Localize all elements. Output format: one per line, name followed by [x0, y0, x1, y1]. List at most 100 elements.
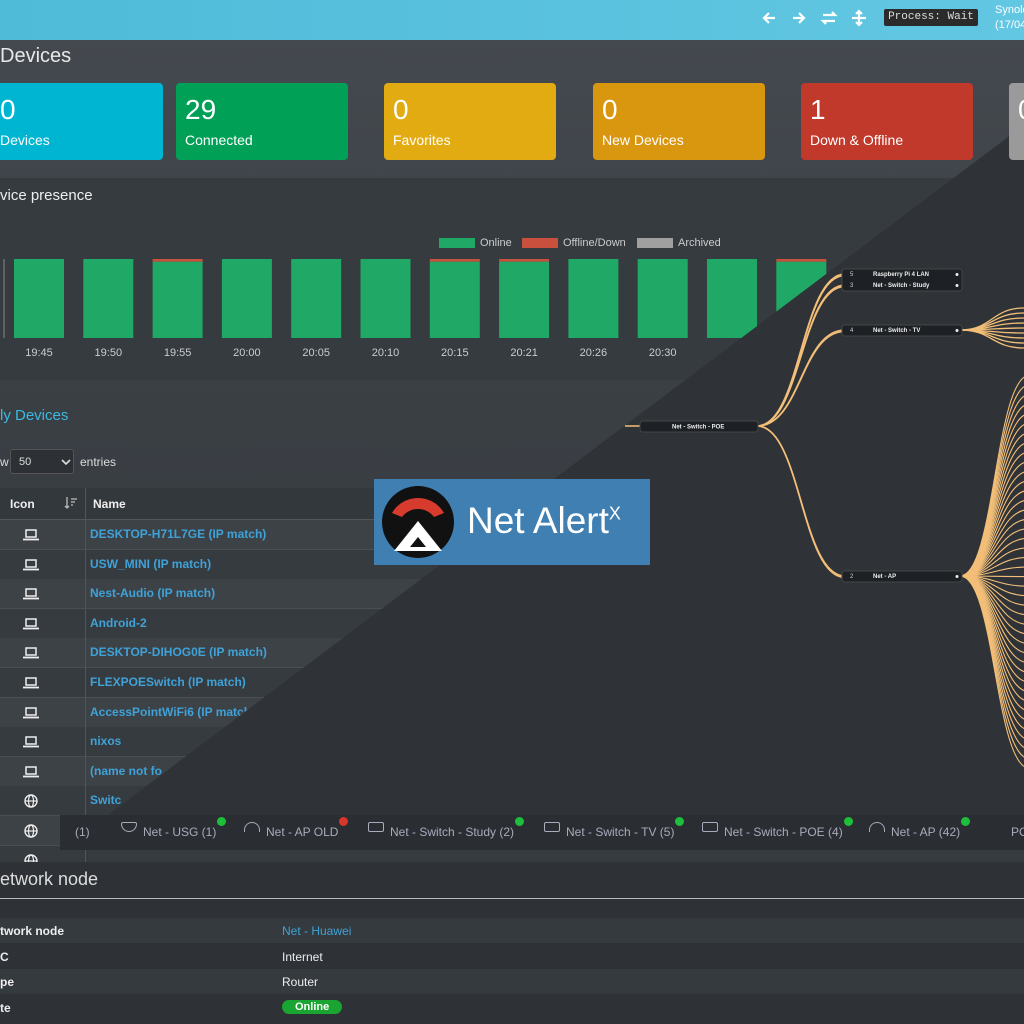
status-dot [515, 817, 524, 826]
tree-link [959, 481, 1024, 577]
col-sep [85, 638, 86, 668]
bar-segment [291, 259, 342, 338]
x-tick-label: 20:21 [510, 347, 538, 359]
card-label: Favorites [393, 132, 451, 148]
device-name[interactable]: AccessPointWiFi6 (IP match [90, 704, 252, 719]
sort-icon[interactable] [64, 496, 78, 510]
bar-segment [429, 259, 480, 262]
top-bar [0, 0, 1024, 40]
bar-segment [221, 259, 272, 338]
col-sep [85, 549, 86, 579]
tab-label[interactable]: Net - USG (1) [143, 825, 217, 839]
legend-swatch [637, 238, 673, 248]
device-name[interactable]: DESKTOP-DIHOG0E (IP match) [90, 645, 267, 660]
card-label: Connected [185, 132, 253, 148]
node-row-value[interactable]: Net - Huawei [282, 924, 352, 938]
laptop-screen [25, 558, 37, 568]
device-name[interactable]: DESKTOP-H71L7GE (IP match) [90, 527, 267, 541]
device-name[interactable]: Android-2 [90, 615, 147, 630]
page-title: Devices [0, 45, 72, 67]
refresh-icon[interactable] [820, 11, 838, 25]
tree-node-badge: 5 [850, 272, 854, 278]
tab-label[interactable]: (1) [75, 825, 90, 839]
bar-segment [637, 259, 688, 338]
node-title: etwork node [0, 869, 99, 889]
nav-icons [762, 9, 866, 27]
tab-label[interactable]: Net - AP OLD [266, 825, 339, 839]
legend-label: Offline/Down [563, 237, 626, 249]
node-row-value: Router [282, 975, 319, 989]
col-sep [85, 756, 86, 786]
tree-link [756, 330, 846, 427]
status-dot [339, 817, 348, 826]
legend-label: Archived [678, 237, 721, 249]
tree-node-port [955, 329, 959, 332]
tab-icon [544, 822, 560, 832]
legend-label: Online [480, 237, 512, 249]
tree-node-label: Net - AP [873, 574, 896, 580]
tab-label[interactable]: Net - Switch - POE (4) [724, 825, 843, 839]
back-icon[interactable] [762, 12, 775, 24]
forward-icon[interactable] [793, 12, 806, 24]
stat-card[interactable]: 0 Favorites [384, 83, 556, 160]
bar-segment [499, 259, 550, 262]
col-sep [85, 697, 86, 727]
stat-card[interactable]: 1 Down & Offline [801, 83, 973, 160]
col-icon[interactable]: Icon [10, 497, 35, 511]
x-tick-label: 20:00 [233, 347, 261, 359]
bar-segment [429, 261, 480, 338]
tree-node-label: Raspberry Pi 4 LAN [873, 272, 929, 278]
device-name[interactable]: Nest-Audio (IP match) [90, 586, 216, 601]
status-dot [217, 817, 226, 826]
tree-node-badge: 2 [850, 574, 854, 580]
tree-node-label: Net - Switch - POE [672, 425, 724, 431]
presence-title: vice presence [0, 187, 93, 204]
card-value: 0 [393, 94, 409, 125]
stat-card[interactable]: 0 [1009, 83, 1024, 160]
stat-card[interactable]: 29 Connected [176, 83, 348, 160]
tree-node-badge: 3 [850, 283, 854, 289]
node-row [0, 994, 1024, 1020]
logo-mark [382, 486, 454, 558]
tab-label[interactable]: Net - Switch - TV (5) [566, 825, 675, 839]
x-tick-label: 19:45 [25, 347, 53, 359]
stat-card[interactable]: 0 Devices [0, 83, 163, 160]
device-name[interactable]: FLEXPOESwitch (IP match) [90, 675, 246, 689]
stat-card[interactable]: 0 New Devices [593, 83, 765, 160]
tree-node-port [955, 273, 959, 276]
bar-segment [707, 259, 757, 338]
bar-segment [568, 259, 619, 338]
x-tick-label: 19:50 [95, 347, 123, 359]
col-name[interactable]: Name [93, 497, 126, 511]
logo-word: Net Alert [467, 500, 609, 541]
laptop-screen [25, 736, 37, 745]
bar-segment [152, 261, 203, 338]
card-value: 29 [185, 94, 217, 125]
logo-sup: X [608, 503, 621, 524]
node-row-label: twork node [0, 924, 65, 938]
logo-text: Net AlertX [467, 500, 621, 542]
tree-link [756, 425, 846, 579]
device-icon [23, 706, 39, 718]
move-icon[interactable] [852, 9, 866, 27]
tab-label[interactable]: Net - Switch - Study (2) [390, 825, 515, 839]
col-sep [85, 727, 86, 757]
tab-label[interactable]: Net - AP (42) [891, 825, 961, 839]
tab-label[interactable]: PC [1011, 825, 1024, 839]
device-icon [23, 677, 39, 689]
device-name[interactable]: (name not fo [90, 763, 162, 778]
tree-link [959, 500, 1024, 577]
card-value: 0 [1018, 94, 1024, 126]
device-name[interactable]: nixos [90, 734, 122, 749]
devices-title: ly Devices [0, 407, 69, 424]
device-name[interactable]: USW_MINI (IP match) [90, 556, 212, 571]
date: (17/04 [995, 19, 1024, 31]
icon-group [762, 9, 866, 27]
device-name[interactable]: Switc [90, 793, 122, 808]
entries-label: entries [80, 455, 117, 469]
logo-triangle [394, 521, 442, 551]
node-row [0, 969, 1024, 994]
laptop-screen [25, 766, 37, 775]
col-sep [85, 520, 86, 549]
bar-segment [499, 261, 550, 338]
